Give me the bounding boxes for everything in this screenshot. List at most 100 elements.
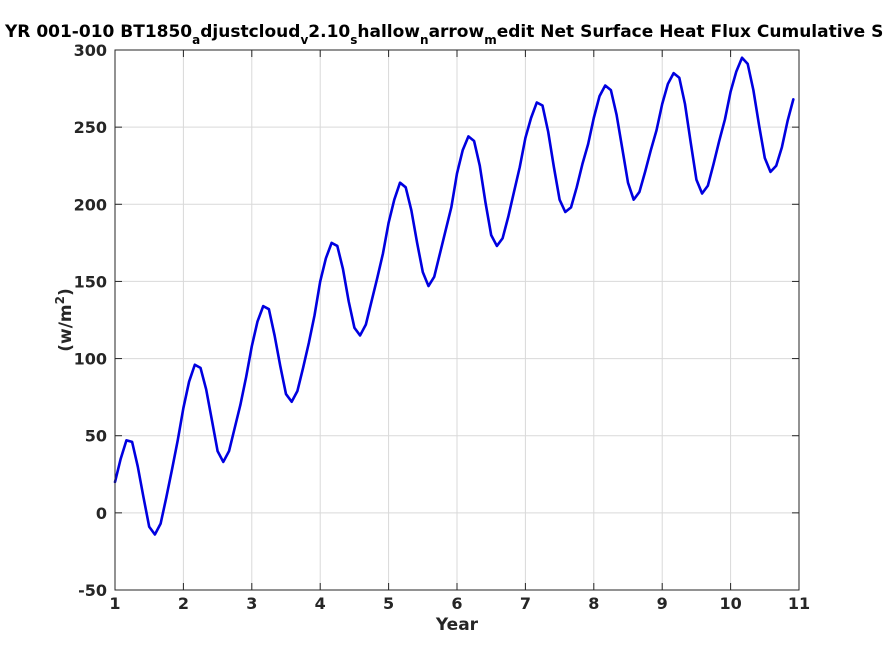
y-tick-label: 200: [74, 195, 107, 214]
series-point: [638, 191, 641, 193]
series-point: [439, 253, 441, 255]
y-axis-label: (w/m2): [53, 288, 76, 352]
series-point: [758, 125, 760, 127]
series-point: [370, 300, 373, 303]
series-point: [587, 143, 589, 145]
series-point: [650, 149, 652, 151]
series-point: [701, 192, 703, 195]
title-segment: 2.10: [308, 22, 350, 42]
series-point: [291, 401, 293, 403]
series-point: [735, 71, 737, 73]
series-point: [792, 98, 794, 100]
y-axis-label-base: (w/m: [56, 304, 76, 351]
series-point: [484, 202, 487, 204]
series-point: [462, 149, 464, 151]
series-point: [741, 57, 743, 59]
series-point: [547, 131, 549, 133]
series-point: [410, 209, 412, 212]
x-tick-label: 4: [315, 594, 326, 613]
series-point: [559, 199, 561, 201]
title-subscript: s: [350, 33, 357, 47]
series-point: [416, 242, 418, 244]
series-point: [296, 390, 299, 392]
series-point: [234, 427, 236, 429]
series-point: [137, 465, 139, 468]
series-point: [268, 308, 270, 310]
title-segment: hallow: [357, 22, 420, 42]
series-point: [188, 381, 190, 383]
title-subscript: m: [484, 33, 497, 47]
series-point: [285, 393, 287, 395]
series-point: [553, 166, 555, 168]
x-tick-label: 6: [451, 594, 462, 613]
series-point: [775, 165, 777, 167]
ticks: [114, 49, 800, 591]
series-point: [593, 117, 595, 119]
series-point: [479, 165, 481, 167]
series-point: [724, 118, 726, 121]
series-point: [365, 324, 367, 326]
series-point: [633, 199, 635, 201]
series-point: [444, 229, 447, 232]
series-point: [319, 280, 321, 283]
series-point: [610, 89, 612, 91]
series-point: [502, 237, 504, 239]
x-tick-label: 7: [520, 594, 531, 613]
series-point: [678, 77, 680, 79]
series-point: [524, 137, 527, 139]
y-tick-label: 150: [74, 272, 107, 291]
series-layer: [113, 56, 795, 536]
series-point: [684, 103, 686, 105]
x-tick-label: 9: [657, 594, 668, 613]
series-point: [752, 89, 754, 91]
series-point: [160, 523, 162, 525]
series-point: [199, 367, 202, 369]
series-point: [456, 172, 458, 175]
chart-title: YR 001-010 BT1850adjustcloudv2.10shallow…: [4, 22, 884, 47]
title-segment: YR 001-010 BT1850: [4, 22, 192, 42]
series-point: [627, 182, 629, 184]
series-point: [786, 120, 789, 122]
series-point: [302, 367, 304, 369]
x-tick-label: 10: [719, 594, 741, 613]
series-point: [177, 439, 179, 441]
series-point: [707, 185, 709, 187]
title-segment: arrow: [429, 22, 485, 42]
series-point: [393, 199, 395, 201]
series-point: [211, 419, 213, 421]
series-point: [154, 533, 156, 536]
y-tick-label: 100: [74, 350, 107, 369]
x-tick-label: 8: [588, 594, 599, 613]
title-subscript: v: [300, 33, 308, 47]
series-point: [644, 171, 646, 173]
series-point: [142, 496, 145, 499]
series-point: [422, 271, 424, 273]
series-point: [530, 117, 532, 119]
series-point: [667, 83, 669, 85]
series-point: [353, 327, 355, 329]
tick-labels: 1 2 3 4 5 6 7 8 9 10 11 -50 0 50 100 150 200 250 300: [74, 41, 811, 613]
series-point: [331, 242, 333, 244]
series-point: [490, 234, 492, 236]
series-point: [655, 129, 658, 131]
y-tick-label: 0: [96, 504, 107, 523]
series-point: [690, 141, 692, 144]
series-point: [336, 245, 338, 247]
series-point: [279, 365, 281, 367]
series-point: [450, 206, 452, 208]
y-axis-label-end: ): [56, 288, 76, 296]
series-point: [348, 300, 350, 303]
x-tick-label: 3: [246, 594, 257, 613]
series-point: [217, 450, 219, 452]
series-point: [388, 222, 390, 224]
series-point: [604, 84, 606, 87]
series-point: [273, 334, 276, 337]
series-point: [376, 277, 378, 279]
series-point: [239, 404, 241, 406]
y-axis-label-sup: 2: [53, 296, 67, 304]
series-point: [712, 163, 715, 165]
series-point: [695, 179, 698, 181]
title-subscript: n: [420, 33, 429, 47]
series-point: [496, 245, 498, 247]
